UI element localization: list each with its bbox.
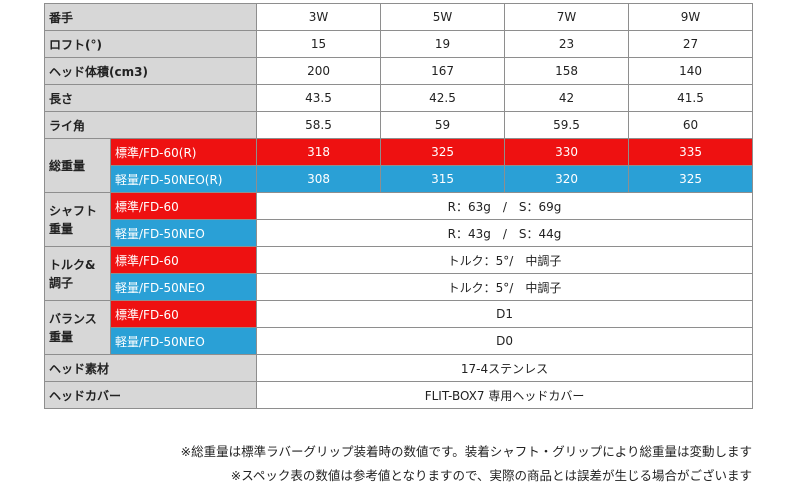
- variant-label-standard: 標準/FD-60: [109, 300, 258, 328]
- table-cell: 27: [628, 30, 754, 58]
- table-cell: R：63g / S：69g: [256, 192, 754, 220]
- table-row-length: 長さ 43.5 42.5 42 41.5: [43, 84, 754, 112]
- table-row-total-weight-light: 軽量/FD-50NEO(R) 308 315 320 325: [45, 165, 754, 193]
- table-cell: 325: [628, 165, 754, 193]
- table-cell: 167: [380, 57, 506, 85]
- table-cell: 335: [628, 138, 754, 166]
- table-cell: 43.5: [256, 84, 382, 112]
- table-cell: 140: [628, 57, 754, 85]
- row-label: バランス重量: [44, 300, 111, 355]
- footnote-reference-values: ※スペック表の数値は参考値となりますので、実際の商品とは誤差が生じる場合がござい…: [230, 468, 752, 483]
- row-label: ヘッド素材: [43, 354, 258, 382]
- table-cell: 42.5: [380, 84, 506, 112]
- table-row-balance-light: 軽量/FD-50NEO D0: [45, 327, 754, 355]
- table-cell: FLIT-BOX7 専用ヘッドカバー: [256, 381, 754, 409]
- table-cell: D1: [256, 300, 754, 328]
- row-label: トルク&調子: [44, 246, 111, 301]
- table-cell: 330: [504, 138, 630, 166]
- row-label: 総重量: [44, 138, 111, 193]
- row-label: 番手: [43, 3, 258, 31]
- table-cell: 41.5: [628, 84, 754, 112]
- row-label: シャフト重量: [44, 192, 111, 247]
- row-label: ヘッド体積(cm3): [43, 57, 258, 85]
- table-row-head-material: ヘッド素材 17-4ステンレス: [43, 354, 754, 382]
- table-row-torque-light: 軽量/FD-50NEO トルク：5°/ 中調子: [45, 273, 754, 301]
- table-row-head-volume: ヘッド体積(cm3) 200 167 158 140: [43, 57, 754, 85]
- table-row-head-cover: ヘッドカバー FLIT-BOX7 専用ヘッドカバー: [43, 381, 754, 409]
- table-cell: 158: [504, 57, 630, 85]
- table-row-total-weight-standard: 総重量 標準/FD-60(R) 318 325 330 335: [44, 138, 754, 193]
- variant-label-light: 軽量/FD-50NEO: [109, 219, 258, 247]
- table-cell: 325: [380, 138, 506, 166]
- col-header-7w: 7W: [504, 3, 630, 31]
- row-label: ライ角: [43, 111, 258, 139]
- table-cell: 320: [504, 165, 630, 193]
- table-cell: 59.5: [504, 111, 630, 139]
- table-row-shaft-weight-light: 軽量/FD-50NEO R：43g / S：44g: [45, 219, 754, 247]
- table-cell: 315: [380, 165, 506, 193]
- variant-label-light: 軽量/FD-50NEO: [109, 327, 258, 355]
- table-row-torque-standard: トルク&調子 標準/FD-60 トルク：5°/ 中調子: [44, 246, 754, 301]
- table-cell: 59: [380, 111, 506, 139]
- table-cell: 308: [256, 165, 382, 193]
- table-cell: トルク：5°/ 中調子: [256, 246, 754, 274]
- col-header-3w: 3W: [256, 3, 382, 31]
- table-cell: 23: [504, 30, 630, 58]
- table-cell: 60: [628, 111, 754, 139]
- table-cell: 15: [256, 30, 382, 58]
- col-header-5w: 5W: [380, 3, 506, 31]
- table-row-balance-standard: バランス重量 標準/FD-60 D1: [44, 300, 754, 355]
- variant-label-standard: 標準/FD-60: [109, 192, 258, 220]
- table-cell: 318: [256, 138, 382, 166]
- variant-label-standard: 標準/FD-60(R): [109, 138, 258, 166]
- table-row-loft: ロフト(°) 15 19 23 27: [43, 30, 754, 58]
- row-label: ヘッドカバー: [43, 381, 258, 409]
- row-label: 長さ: [43, 84, 258, 112]
- footnote-total-weight: ※総重量は標準ラバーグリップ装着時の数値です。装着シャフト・グリップにより総重量…: [180, 444, 752, 459]
- table-cell: 200: [256, 57, 382, 85]
- table-cell: トルク：5°/ 中調子: [256, 273, 754, 301]
- col-header-9w: 9W: [628, 3, 754, 31]
- variant-label-light: 軽量/FD-50NEO(R): [109, 165, 258, 193]
- table-row-lie: ライ角 58.5 59 59.5 60: [43, 111, 754, 139]
- table-cell: 58.5: [256, 111, 382, 139]
- table-cell: 42: [504, 84, 630, 112]
- table-row-shaft-weight-standard: シャフト重量 標準/FD-60 R：63g / S：69g: [44, 192, 754, 247]
- row-label: ロフト(°): [43, 30, 258, 58]
- variant-label-light: 軽量/FD-50NEO: [109, 273, 258, 301]
- table-cell: 19: [380, 30, 506, 58]
- table-cell: D0: [256, 327, 754, 355]
- table-row-header: 番手 3W 5W 7W 9W: [43, 3, 754, 31]
- table-cell: 17-4ステンレス: [256, 354, 754, 382]
- table-cell: R：43g / S：44g: [256, 219, 754, 247]
- spec-table: 番手 3W 5W 7W 9W ロフト(°) 15 19 23 27 ヘッド体積(…: [43, 3, 754, 409]
- variant-label-standard: 標準/FD-60: [109, 246, 258, 274]
